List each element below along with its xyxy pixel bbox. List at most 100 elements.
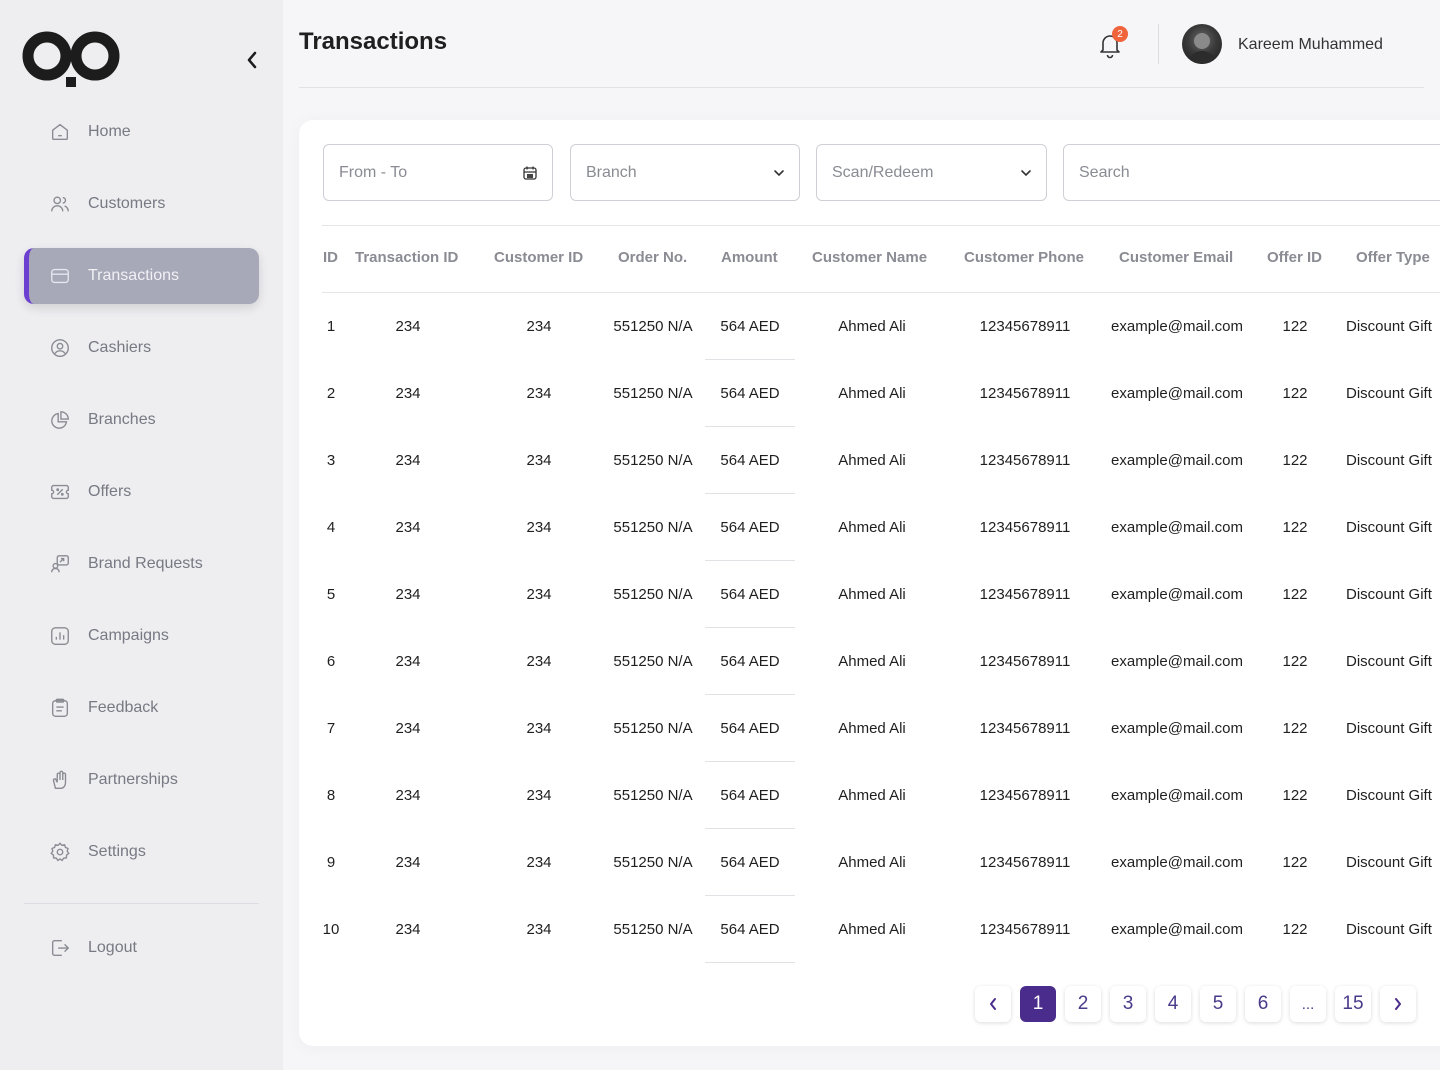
cell-customer-phone: 12345678911 [979, 854, 1071, 871]
cell-customer-email: example@mail.com [1111, 653, 1243, 670]
user-name[interactable]: Kareem Muhammed [1238, 36, 1383, 53]
table-row[interactable]: 9 234 234 551250 N/A 564 AED Ahmed Ali 1234567… [299, 829, 1440, 896]
sidebar-item-offers[interactable]: Offers [24, 464, 259, 520]
amount-underline [705, 426, 795, 427]
cell-transaction-id: 234 [395, 586, 421, 603]
sidebar-item-label: Customers [88, 195, 166, 212]
sidebar-item-brand-requests[interactable]: Brand Requests [24, 536, 259, 592]
sidebar-item-label: Offers [88, 483, 132, 500]
header-separator [1158, 24, 1159, 64]
column-header[interactable]: Customer ID [494, 249, 584, 266]
cell-order-no: 551250 N/A [613, 787, 693, 804]
request-icon [48, 552, 72, 576]
page-button[interactable]: 4 [1155, 986, 1191, 1022]
cell-customer-name: Ahmed Ali [838, 385, 906, 402]
column-header[interactable]: Offer ID [1267, 249, 1323, 266]
column-header[interactable]: Offer Type [1356, 249, 1430, 266]
cell-order-no: 551250 N/A [613, 519, 693, 536]
sidebar-item-customers[interactable]: Customers [24, 176, 259, 232]
scan-redeem-select[interactable]: Scan/Redeem [816, 144, 1047, 201]
cell-transaction-id: 234 [395, 720, 421, 737]
cell-customer-id: 234 [526, 921, 552, 938]
cell-order-no: 551250 N/A [613, 586, 693, 603]
date-range-filter[interactable]: From - To [323, 144, 553, 201]
filters-divider [322, 225, 1440, 226]
cell-customer-id: 234 [526, 787, 552, 804]
cell-customer-email: example@mail.com [1111, 318, 1243, 335]
notifications-button[interactable]: 2 [1096, 26, 1128, 60]
table-row[interactable]: 8 234 234 551250 N/A 564 AED Ahmed Ali 1234567… [299, 762, 1440, 829]
sidebar-item-settings[interactable]: Settings [24, 824, 259, 880]
column-header[interactable]: Customer Email [1119, 249, 1234, 266]
logout-button[interactable]: Logout [24, 920, 259, 976]
column-header[interactable]: Amount [721, 249, 778, 266]
date-range-placeholder: From - To [339, 163, 408, 181]
table-row[interactable]: 5 234 234 551250 N/A 564 AED Ahmed Ali 1234567… [299, 561, 1440, 628]
cell-id: 2 [326, 385, 336, 402]
page-button[interactable]: 5 [1200, 986, 1236, 1022]
cell-customer-name: Ahmed Ali [838, 921, 906, 938]
sidebar-item-label: Transactions [88, 267, 179, 284]
calendar-icon [522, 165, 538, 181]
sidebar-item-label: Brand Requests [88, 555, 203, 572]
search-input[interactable]: Search [1063, 144, 1440, 201]
cell-offer-id: 122 [1282, 653, 1308, 670]
page-button[interactable]: 15 [1335, 986, 1371, 1022]
chevron-left-icon [990, 998, 996, 1010]
sidebar-item-feedback[interactable]: Feedback [24, 680, 259, 736]
cell-customer-email: example@mail.com [1111, 452, 1243, 469]
sidebar-item-home[interactable]: Home [24, 104, 259, 160]
page-button[interactable]: 1 [1020, 986, 1056, 1022]
cell-amount: 564 AED [720, 787, 780, 804]
logout-label: Logout [88, 939, 137, 956]
column-header[interactable]: Customer Name [812, 249, 928, 266]
cell-transaction-id: 234 [395, 519, 421, 536]
cell-customer-email: example@mail.com [1111, 720, 1243, 737]
page-button[interactable]: 6 [1245, 986, 1281, 1022]
branch-select[interactable]: Branch [570, 144, 800, 201]
ticket-icon [48, 480, 72, 504]
cell-customer-id: 234 [526, 452, 552, 469]
cell-customer-id: 234 [526, 519, 552, 536]
table-row[interactable]: 10 234 234 551250 N/A 564 AED Ahmed Ali 123456… [299, 896, 1440, 963]
cell-amount: 564 AED [720, 519, 780, 536]
next-page-button[interactable] [1380, 986, 1416, 1022]
cell-customer-email: example@mail.com [1111, 921, 1243, 938]
sidebar-item-label: Cashiers [88, 339, 152, 356]
avatar[interactable] [1182, 24, 1222, 64]
chevron-right-icon [1395, 998, 1401, 1010]
table-row[interactable]: 3 234 234 551250 N/A 564 AED Ahmed Ali 1234567… [299, 427, 1440, 494]
sidebar-item-partnerships[interactable]: Partnerships [24, 752, 259, 808]
cell-offer-type: Discount Gift [1346, 921, 1432, 938]
page-button[interactable]: 3 [1110, 986, 1146, 1022]
cell-transaction-id: 234 [395, 653, 421, 670]
cell-transaction-id: 234 [395, 854, 421, 871]
cell-customer-phone: 12345678911 [979, 787, 1071, 804]
sidebar-item-cashiers[interactable]: Cashiers [24, 320, 259, 376]
sidebar-item-transactions[interactable]: Transactions [24, 248, 259, 304]
column-header[interactable]: Customer Phone [964, 249, 1085, 266]
handshake-icon [48, 768, 72, 792]
user-circle-icon [48, 336, 72, 360]
table-row[interactable]: 4 234 234 551250 N/A 564 AED Ahmed Ali 1234567… [299, 494, 1440, 561]
sidebar-item-branches[interactable]: Branches [24, 392, 259, 448]
collapse-sidebar-button[interactable] [238, 46, 266, 74]
table-row[interactable]: 6 234 234 551250 N/A 564 AED Ahmed Ali 1234567… [299, 628, 1440, 695]
brand-logo[interactable] [22, 26, 122, 90]
previous-page-button[interactable] [975, 986, 1011, 1022]
chevron-down-icon [773, 169, 785, 177]
table-row[interactable]: 7 234 234 551250 N/A 564 AED Ahmed Ali 1234567… [299, 695, 1440, 762]
avatar-image [1188, 33, 1216, 64]
column-header[interactable]: Transaction ID [355, 249, 459, 266]
page-button[interactable]: 2 [1065, 986, 1101, 1022]
table-row[interactable]: 2 234 234 551250 N/A 564 AED Ahmed Ali 1234567… [299, 360, 1440, 427]
cell-order-no: 551250 N/A [613, 318, 693, 335]
column-header[interactable]: ID [323, 249, 338, 266]
cell-amount: 564 AED [720, 921, 780, 938]
column-header[interactable]: Order No. [618, 249, 688, 266]
sidebar-item-label: Campaigns [88, 627, 169, 644]
sidebar-item-campaigns[interactable]: Campaigns [24, 608, 259, 664]
table-row[interactable]: 1 234 234 551250 N/A 564 AED Ahmed Ali 1234567… [299, 293, 1440, 360]
cell-customer-phone: 12345678911 [979, 318, 1071, 335]
cell-transaction-id: 234 [395, 385, 421, 402]
